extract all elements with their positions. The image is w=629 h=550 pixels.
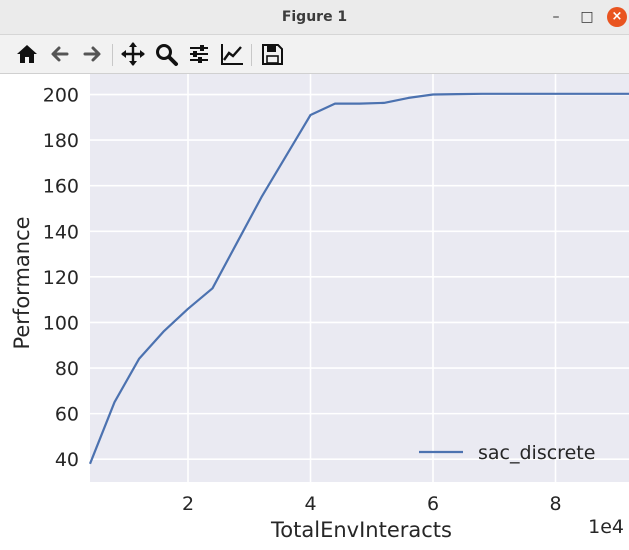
figure-toolbar xyxy=(0,35,629,74)
toolbar-separator xyxy=(112,44,113,66)
window-title: Figure 1 xyxy=(281,9,348,25)
configure-subplots-button[interactable] xyxy=(186,41,212,67)
home-icon xyxy=(17,45,37,63)
y-tick-label: 100 xyxy=(43,312,79,334)
save-button[interactable] xyxy=(259,41,285,67)
minimize-button[interactable]: – xyxy=(552,9,560,25)
forward-arrow-icon xyxy=(83,46,101,62)
close-button[interactable]: × xyxy=(607,7,627,27)
y-axis-label: Performance xyxy=(10,216,34,349)
edit-axis-button[interactable] xyxy=(219,41,245,67)
x-tick-label: 8 xyxy=(549,493,561,515)
save-floppy-icon xyxy=(262,44,283,65)
series-line-sac_discrete xyxy=(88,92,629,465)
y-tick-label: 120 xyxy=(43,267,79,289)
x-axis-label: TotalEnvInteracts xyxy=(270,518,452,542)
pan-move-icon xyxy=(121,42,145,66)
y-tick-label: 80 xyxy=(55,358,79,380)
toolbar-separator xyxy=(251,44,252,66)
y-tick-label: 40 xyxy=(55,449,79,471)
plot-area xyxy=(90,74,629,482)
y-tick-label: 160 xyxy=(43,176,79,198)
configure-subplots-icon xyxy=(190,45,208,63)
legend-label-sac_discrete: sac_discrete xyxy=(478,442,595,464)
y-tick-label: 60 xyxy=(55,404,79,426)
pan-button[interactable] xyxy=(120,41,146,67)
figure-canvas[interactable]: 2 4 6 8 40 60 80 100 120 140 160 180 200 TotalEnvInte… xyxy=(0,74,629,550)
x-axis-offset-label: 1e4 xyxy=(588,516,624,538)
window-titlebar: Figure 1 – □ × xyxy=(0,0,629,35)
back-button[interactable] xyxy=(47,41,73,67)
y-tick-label: 140 xyxy=(43,221,79,243)
x-tick-label: 4 xyxy=(304,493,316,515)
maximize-button[interactable]: □ xyxy=(580,9,594,25)
zoom-button[interactable] xyxy=(153,41,179,67)
zoom-magnifier-icon xyxy=(156,44,178,66)
x-tick-label: 6 xyxy=(427,493,439,515)
home-button[interactable] xyxy=(14,41,40,67)
edit-axis-line-icon xyxy=(221,44,243,65)
back-arrow-icon xyxy=(51,46,69,62)
line-chart: 2 4 6 8 40 60 80 100 120 140 160 180 200 TotalEnvInte… xyxy=(10,74,629,542)
y-tick-label: 180 xyxy=(43,130,79,152)
y-tick-label: 200 xyxy=(43,85,79,107)
x-tick-label: 2 xyxy=(182,493,194,515)
forward-button[interactable] xyxy=(79,41,105,67)
